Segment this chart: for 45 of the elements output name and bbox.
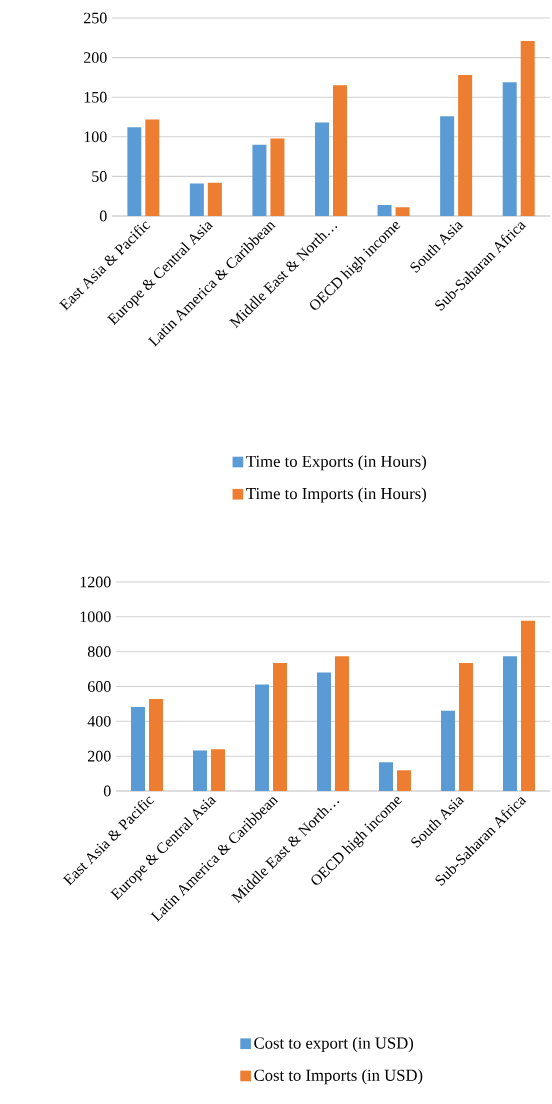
bar [334,656,349,791]
bar [207,182,222,216]
bar [315,122,329,216]
bar [211,749,225,791]
y-tick-label: 100 [84,131,107,143]
bar [520,40,535,216]
bar [440,710,455,791]
y-tick-label: 50 [92,171,107,182]
legend-label: Cost to Imports (in USD) [254,1069,423,1085]
y-tick-label: 150 [84,91,107,103]
bar [397,770,411,791]
y-tick-label: 1200 [80,576,111,588]
bar [149,699,163,791]
y-tick-label: 1000 [80,611,111,623]
y-tick-label: 200 [84,52,107,63]
bar [270,138,285,216]
bar [395,207,410,216]
y-tick-label: 0 [99,210,107,222]
y-tick-label: 0 [103,785,111,797]
bar [273,662,287,791]
bar [502,656,517,791]
bar [145,119,160,216]
y-tick-label: 200 [88,750,111,762]
bar [379,762,393,791]
bar [317,672,331,791]
bar [440,116,455,216]
y-tick-label: 400 [87,715,111,727]
bar [333,85,347,216]
legend-label: Cost to export (in USD) [254,1036,414,1053]
bar [458,75,473,216]
bar [189,183,204,216]
legend-label: Time to Imports (in Hours) [246,487,427,503]
bar [131,707,145,791]
bar [458,662,473,791]
legend-label: Time to Exports (in Hours) [246,455,427,471]
bar [254,684,269,791]
bar [252,144,267,216]
bar [193,750,207,791]
bar [127,127,142,216]
bar [377,204,392,216]
y-tick-label: 250 [84,12,107,24]
y-tick-label: 600 [87,681,111,692]
y-tick-label: 800 [87,646,111,658]
bar [502,82,517,216]
bar [520,620,535,791]
